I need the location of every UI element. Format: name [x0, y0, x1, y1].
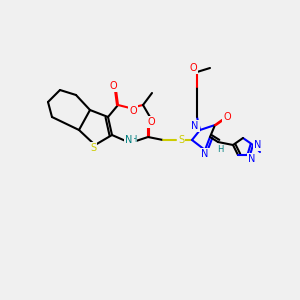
Text: O: O — [129, 106, 137, 116]
Text: O: O — [147, 117, 155, 127]
Text: S: S — [178, 135, 184, 145]
Text: N: N — [254, 140, 262, 150]
Text: H: H — [130, 134, 136, 143]
Text: N: N — [125, 135, 133, 145]
Text: H: H — [217, 146, 223, 154]
Text: S: S — [90, 143, 96, 153]
Text: N: N — [191, 121, 199, 131]
Text: O: O — [109, 81, 117, 91]
Text: N: N — [201, 149, 209, 159]
Text: O: O — [189, 63, 197, 73]
Text: O: O — [223, 112, 231, 122]
Text: N: N — [248, 154, 256, 164]
